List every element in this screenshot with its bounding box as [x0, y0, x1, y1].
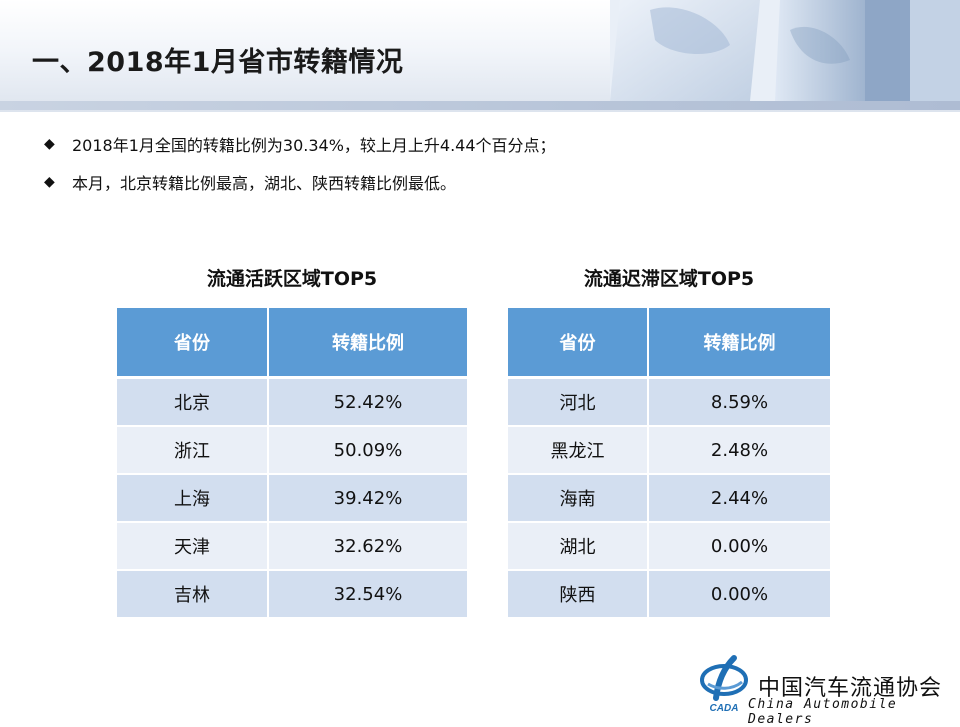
province-cell: 上海: [117, 474, 269, 523]
stagnant-regions-table: 省份 转籍比例 河北 8.59% 黑龙江 2.48% 海南 2.44% 湖北 0…: [508, 308, 830, 619]
table-row: 吉林 32.54%: [117, 570, 467, 619]
page-title: 一、2018年1月省市转籍情况: [32, 47, 404, 78]
active-regions-table: 省份 转籍比例 北京 52.42% 浙江 50.09% 上海 39.42% 天津…: [117, 308, 467, 619]
column-header-ratio: 转籍比例: [648, 308, 830, 379]
diamond-bullet-icon: ◆: [44, 174, 55, 190]
organization-name-en: China Automobile Dealers: [748, 697, 898, 727]
province-cell: 湖北: [508, 522, 649, 571]
table-row: 海南 2.44%: [508, 474, 830, 523]
ratio-cell: 2.48%: [648, 426, 830, 475]
summary-bullet: ◆ 2018年1月全国的转籍比例为30.34%，较上月上升4.44个百分点；: [44, 132, 556, 156]
province-cell: 北京: [117, 377, 269, 427]
ratio-cell: 50.09%: [268, 426, 467, 475]
column-header-province: 省份: [117, 308, 269, 379]
ratio-cell: 0.00%: [648, 570, 830, 619]
ratio-cell: 0.00%: [648, 522, 830, 571]
slide-header: 一、2018年1月省市转籍情况: [0, 0, 960, 112]
organization-name-cn: 中国汽车流通协会: [758, 676, 943, 701]
table-row: 浙江 50.09%: [117, 426, 467, 475]
table-row: 黑龙江 2.48%: [508, 426, 830, 475]
summary-bullet: ◆ 本月，北京转籍比例最高，湖北、陕西转籍比例最低。: [44, 170, 556, 194]
column-header-province: 省份: [508, 308, 649, 379]
column-header-ratio: 转籍比例: [268, 308, 467, 379]
table-row: 湖北 0.00%: [508, 522, 830, 571]
header-divider-band: [0, 101, 960, 110]
province-cell: 河北: [508, 377, 649, 427]
active-table-title: 流通活跃区域TOP5: [206, 268, 378, 290]
summary-bullet-text: 2018年1月全国的转籍比例为30.34%，较上月上升4.44个百分点；: [72, 136, 556, 155]
province-cell: 陕西: [508, 570, 649, 619]
cada-logo-icon: CADA: [694, 654, 754, 714]
summary-bullets: ◆ 2018年1月全国的转籍比例为30.34%，较上月上升4.44个百分点； ◆…: [44, 132, 556, 208]
province-cell: 天津: [117, 522, 269, 571]
logo-text: CADA: [710, 703, 739, 714]
province-cell: 浙江: [117, 426, 269, 475]
ratio-cell: 32.62%: [268, 522, 467, 571]
ratio-cell: 52.42%: [268, 377, 467, 427]
header-decoration-image: [610, 0, 960, 101]
table-row: 陕西 0.00%: [508, 570, 830, 619]
table-row: 北京 52.42%: [117, 377, 467, 427]
table-row: 天津 32.62%: [117, 522, 467, 571]
diamond-bullet-icon: ◆: [44, 136, 55, 152]
table-row: 上海 39.42%: [117, 474, 467, 523]
province-cell: 吉林: [117, 570, 269, 619]
ratio-cell: 39.42%: [268, 474, 467, 523]
summary-bullet-text: 本月，北京转籍比例最高，湖北、陕西转籍比例最低。: [72, 174, 457, 193]
stagnant-table-title: 流通迟滞区域TOP5: [583, 268, 755, 290]
ratio-cell: 2.44%: [648, 474, 830, 523]
province-cell: 黑龙江: [508, 426, 649, 475]
province-cell: 海南: [508, 474, 649, 523]
ratio-cell: 32.54%: [268, 570, 467, 619]
table-row: 河北 8.59%: [508, 377, 830, 427]
table-header-row: 省份 转籍比例: [117, 308, 467, 379]
table-header-row: 省份 转籍比例: [508, 308, 830, 379]
ratio-cell: 8.59%: [648, 377, 830, 427]
